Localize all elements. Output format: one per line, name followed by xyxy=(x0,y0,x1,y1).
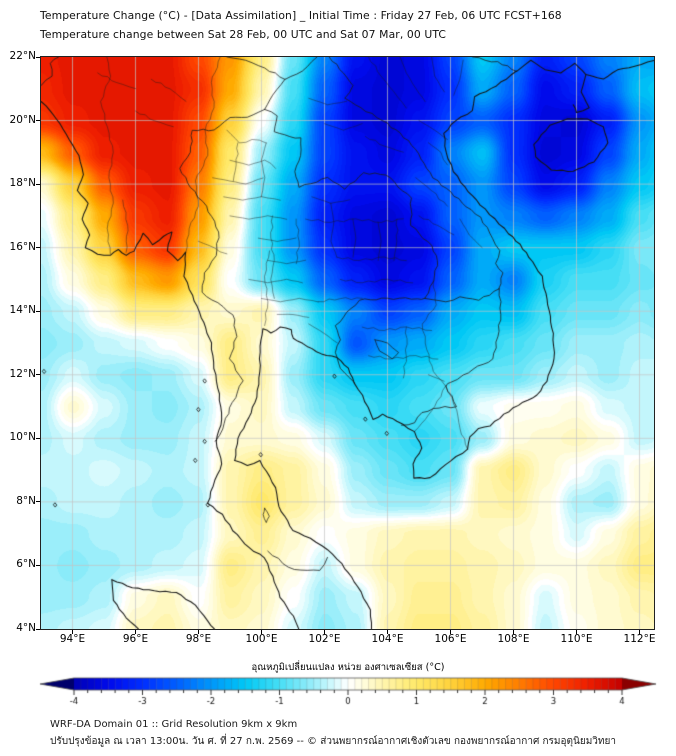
lon-label: 94°E xyxy=(59,633,86,645)
lat-label: 12°N xyxy=(9,367,36,380)
lat-tick xyxy=(36,120,40,122)
lat-tick xyxy=(36,247,40,249)
lon-label: 100°E xyxy=(245,633,278,645)
lat-label: 16°N xyxy=(9,240,36,253)
colorbar-title: อุณหภูมิเปลี่ยนแปลง หน่วย องศาเซลเซียส (… xyxy=(251,662,445,673)
lat-label: 18°N xyxy=(9,177,36,190)
lat-label: 14°N xyxy=(9,304,36,317)
page-title: Temperature Change (°C) - [Data Assimila… xyxy=(40,9,562,22)
lon-tick xyxy=(72,630,73,634)
page-subtitle: Temperature change between Sat 28 Feb, 0… xyxy=(40,28,447,41)
lon-label: 104°E xyxy=(371,633,404,645)
lon-label: 106°E xyxy=(434,633,467,645)
lon-tick xyxy=(639,630,640,634)
lon-label: 102°E xyxy=(308,633,341,645)
lat-tick xyxy=(36,437,40,439)
lon-label: 112°E xyxy=(623,633,656,645)
lon-label: 96°E xyxy=(122,633,149,645)
lat-tick xyxy=(36,564,40,566)
lat-label: 6°N xyxy=(16,558,36,571)
lon-tick xyxy=(324,630,325,634)
lat-tick xyxy=(36,501,40,503)
lon-tick xyxy=(135,630,136,634)
lat-label: 4°N xyxy=(16,622,36,634)
footer-domain-info: WRF-DA Domain 01 :: Grid Resolution 9km … xyxy=(50,719,298,730)
lon-tick xyxy=(387,630,388,634)
lat-label: 10°N xyxy=(9,431,36,444)
lon-label: 98°E xyxy=(185,633,212,645)
lon-label: 110°E xyxy=(560,633,593,645)
lat-label: 20°N xyxy=(9,113,36,126)
lat-label: 22°N xyxy=(9,50,36,62)
lat-tick xyxy=(36,56,40,58)
map-panel xyxy=(40,56,655,630)
lon-tick xyxy=(450,630,451,634)
lat-label: 8°N xyxy=(16,494,36,507)
lon-tick xyxy=(198,630,199,634)
lon-tick xyxy=(261,630,262,634)
lon-tick xyxy=(576,630,577,634)
lat-tick xyxy=(36,310,40,312)
lat-tick xyxy=(36,628,40,630)
lat-tick xyxy=(36,374,40,376)
lat-tick xyxy=(36,183,40,185)
footer-update-info: ปรับปรุงข้อมูล ณ เวลา 13:00น. วัน ศ. ที่… xyxy=(50,736,616,747)
lon-tick xyxy=(513,630,514,634)
colorbar xyxy=(38,676,660,708)
temperature-map-canvas xyxy=(41,57,654,629)
lon-label: 108°E xyxy=(497,633,530,645)
